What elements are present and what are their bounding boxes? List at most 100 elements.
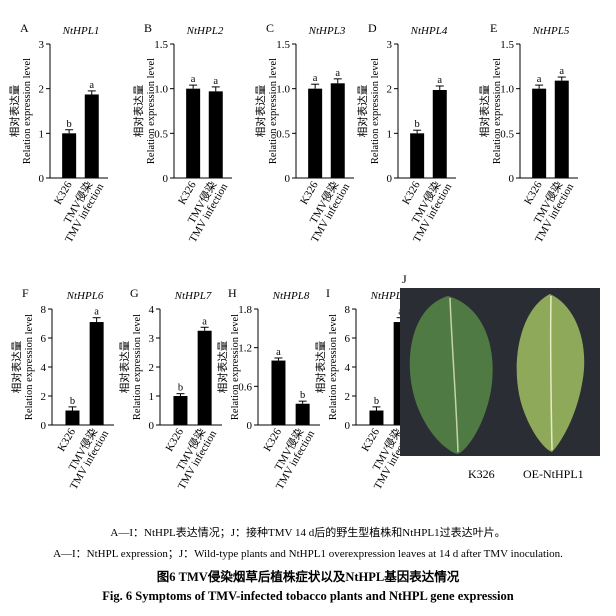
figure-title-english: Fig. 6 Symptoms of TMV-infected tobacco …	[102, 589, 514, 603]
y-tick-label: 1.5	[276, 39, 290, 51]
chart-panel-e: E NtHPL5 0 0.5 1.0 1.5 相对表达量 Relation expressio…	[478, 21, 578, 245]
y-tick-label: 0	[41, 420, 47, 432]
bar	[308, 88, 323, 178]
y-axis-label-cn: 相对表达量	[8, 84, 21, 137]
significance-letter: b	[415, 119, 420, 130]
bar	[295, 403, 310, 425]
y-axis-label-en: Relation expression level	[268, 58, 279, 164]
chart-title: NtHPL1	[62, 25, 100, 37]
bar	[532, 88, 547, 178]
bar	[271, 360, 286, 425]
y-tick-label: 0	[509, 173, 515, 185]
panel-letter: E	[490, 21, 497, 35]
leaf-photo	[400, 288, 600, 456]
panel-letter: G	[130, 286, 139, 300]
wild-type-leaf-image	[409, 296, 493, 454]
y-tick-label: 3	[39, 39, 45, 51]
chart-title: NtHPL3	[308, 25, 346, 37]
chart-panel-g: G NtHPL7 0 1 2 3 4 相对表达量 Relation expression lev…	[118, 286, 222, 492]
y-axis-label-cn: 相对表达量	[356, 84, 369, 137]
y-tick-label: 0	[149, 420, 155, 432]
y-axis-label-cn: 相对表达量	[132, 84, 145, 137]
panel-letter: F	[22, 286, 29, 300]
y-tick-label: 6	[41, 333, 47, 345]
bar	[62, 133, 77, 178]
y-tick-label: 0.5	[276, 128, 290, 140]
chart-panel-b: B NtHPL2 0 0.5 1.0 1.5 相对表达量 Relation expressio…	[132, 21, 232, 245]
significance-letter: a	[213, 76, 218, 87]
y-tick-label: 6	[345, 333, 351, 345]
y-tick-label: 0	[285, 173, 291, 185]
chart-panel-c: C NtHPL3 0 0.5 1.0 1.5 相对表达量 Relation expressio…	[254, 21, 354, 245]
y-tick-label: 2	[345, 391, 351, 403]
bar	[554, 80, 569, 178]
y-tick-label: 0.5	[154, 128, 168, 140]
y-axis-label-en: Relation expression level	[328, 314, 339, 420]
chart-title: NtHPL2	[186, 25, 224, 37]
y-axis-label-en: Relation expression level	[22, 58, 33, 164]
chart-title: NtHPL4	[410, 25, 448, 37]
x-tick-label: K326	[55, 426, 78, 454]
significance-letter: a	[202, 316, 207, 327]
significance-letter: b	[374, 396, 379, 407]
y-axis-label-en: Relation expression level	[24, 314, 35, 420]
bar	[369, 410, 384, 425]
bar	[330, 83, 345, 178]
y-axis-label-cn: 相对表达量	[216, 340, 229, 393]
y-tick-label: 0	[163, 173, 169, 185]
bar	[89, 322, 104, 425]
x-tick-label: K326	[163, 426, 186, 454]
y-tick-label: 1.5	[500, 39, 514, 51]
significance-letter: a	[335, 68, 340, 79]
panel-j-letter: J	[402, 272, 407, 286]
y-tick-label: 4	[41, 362, 47, 374]
caption-english: A—I：NtHPL expression；J：Wild-type plants …	[53, 548, 563, 560]
significance-letter: b	[178, 383, 183, 394]
y-tick-label: 4	[345, 362, 351, 374]
y-tick-label: 2	[41, 391, 47, 403]
y-tick-label: 0.6	[238, 381, 252, 393]
chart-panel-d: D NtHPL4 0 1 2 3 相对表达量 Relation expression leve…	[356, 21, 456, 245]
panel-letter: B	[144, 21, 152, 35]
chart-title: NtHPL9	[370, 290, 408, 302]
significance-letter: a	[89, 80, 94, 91]
figure-title-chinese: 图6 TMV侵染烟草后植株症状以及NtHPL基因表达情况	[156, 570, 460, 584]
photo-label-k326: K326	[468, 467, 495, 481]
significance-letter: a	[191, 74, 196, 85]
bar	[208, 91, 223, 178]
significance-letter: a	[537, 74, 542, 85]
bar	[84, 94, 99, 178]
bar	[432, 90, 447, 178]
bar	[410, 133, 425, 178]
chart-title: NtHPL8	[272, 290, 310, 302]
y-tick-label: 2	[149, 362, 155, 374]
y-axis-label-cn: 相对表达量	[10, 340, 23, 393]
y-tick-label: 8	[345, 304, 351, 316]
bar	[65, 410, 80, 425]
y-tick-label: 0.5	[500, 128, 514, 140]
significance-letter: a	[276, 347, 281, 358]
overexpression-leaf-midrib	[549, 295, 553, 451]
chart-title: NtHPL7	[174, 290, 212, 302]
x-tick-label: K326	[261, 426, 284, 454]
bar	[197, 330, 212, 425]
y-tick-label: 1.0	[276, 84, 290, 96]
photo-label-oe: OE-NtHPL1	[523, 467, 584, 481]
caption-chinese: A—I：NtHPL表达情况；J：接种TMV 14 d后的野生型植株和NtHPL1…	[110, 527, 506, 539]
y-tick-label: 0	[387, 173, 393, 185]
y-axis-label-en: Relation expression level	[146, 58, 157, 164]
significance-letter: b	[300, 390, 305, 401]
significance-letter: b	[67, 119, 72, 130]
y-tick-label: 3	[149, 333, 155, 345]
panel-letter: I	[326, 286, 330, 300]
significance-letter: a	[437, 75, 442, 86]
significance-letter: a	[313, 73, 318, 84]
y-tick-label: 2	[39, 84, 45, 96]
y-axis-label-cn: 相对表达量	[118, 340, 131, 393]
chart-panel-a: A NtHPL1 0 1 2 3 相对表达量 Relation expression leve…	[8, 21, 108, 245]
wild-type-leaf-midrib	[449, 297, 459, 453]
chart-title: NtHPL5	[532, 25, 570, 37]
y-axis-label-en: Relation expression level	[492, 58, 503, 164]
y-tick-label: 8	[41, 304, 47, 316]
